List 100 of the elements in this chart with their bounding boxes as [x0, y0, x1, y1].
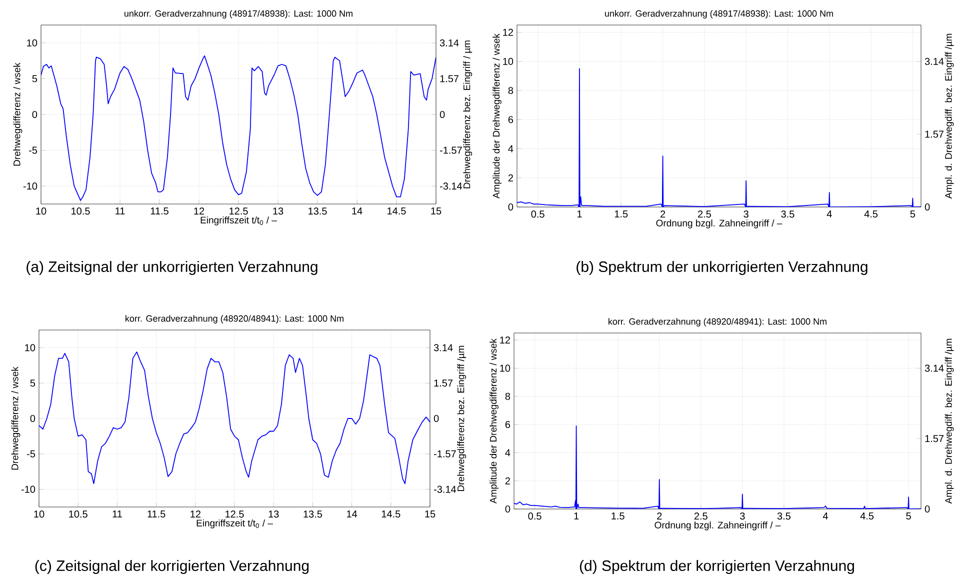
x-tick-label: 10.5: [69, 510, 88, 518]
x-tick-label: 12: [194, 208, 204, 215]
x-tick-label: 4: [822, 512, 828, 520]
x-tick-label: 2: [657, 512, 662, 520]
y-tick-label: 0: [32, 110, 38, 118]
y2-axis-title: Ampl. d. Drehwegdiff. bez. Eingriff /µm: [944, 34, 954, 199]
x-tick-label: 4: [826, 210, 832, 218]
y2-tick-label: 0: [440, 110, 445, 118]
x-tick-label: 0.5: [531, 210, 544, 218]
y-tick-label: -5: [29, 146, 38, 154]
y2-axis-title: Drehwegdifferenz bez. Eingriff /µm: [457, 346, 466, 491]
y-axis-title: Amplitude der Drehwegdifferenz / wsek: [490, 338, 498, 504]
x-axis-title: Eingriffszeit t/t$_{0}$ / –: [200, 216, 277, 226]
text: (c) Zeitsignal der korrigierten Verzahnung: [35, 560, 309, 574]
y2-tick-label: -3.14: [440, 182, 462, 190]
y-tick-label: -5: [27, 450, 36, 458]
y-tick-label: 4: [508, 145, 514, 152]
text: (b) Spektrum der unkorrigierten Verzahnung: [576, 261, 868, 275]
x-tick-label: 2.5: [698, 210, 711, 218]
y2-tick-label: 1.57: [434, 380, 453, 387]
y-tick-label: 10: [500, 364, 510, 372]
y-axis-title: Drehwegdifferenz / wsek: [13, 62, 22, 166]
y2-tick-label: -1.57: [440, 146, 462, 154]
y-tick-label: 4: [505, 449, 510, 456]
x-tick-label: 3: [740, 512, 745, 520]
x-tick-label: 15: [431, 208, 442, 215]
x-tick-label: 13: [273, 208, 284, 215]
x-tick-label: 12.5: [230, 208, 248, 215]
y2-axis-title: Drehwegdifferenz bez. Eingriff / µm: [463, 40, 472, 188]
y-tick-label: 2: [505, 477, 510, 484]
x-tick-label: 4.5: [864, 210, 878, 218]
y-tick-label: -10: [21, 486, 36, 493]
x-tick-label: 1.5: [614, 210, 628, 218]
y-tick-label: 2: [508, 174, 513, 182]
y-tick-label: -10: [23, 182, 38, 190]
y-tick-label: 6: [508, 116, 514, 124]
y2-tick-label: 3.14: [434, 344, 453, 352]
y2-tick-label: 3.14: [440, 39, 459, 46]
y-tick-label: 10: [503, 58, 514, 65]
x-tick-label: 14: [352, 208, 362, 214]
y-tick-label: 5: [30, 380, 36, 387]
y2-tick-label: 1.57: [440, 75, 459, 82]
x-tick-label: 1: [577, 210, 582, 218]
y2-tick-label: 3.14: [924, 364, 944, 372]
y2-tick-label: -3.14: [434, 486, 456, 493]
y-tick-label: 10: [25, 344, 36, 352]
x-tick-label: 13: [268, 510, 279, 518]
y-tick-label: 0: [30, 414, 36, 422]
y-tick-label: 8: [508, 86, 514, 94]
y-tick-label: 12: [500, 336, 510, 344]
y-tick-label: 8: [505, 392, 510, 400]
chart-title: unkorr. Geradverzahnung (48917/48938): Last: 1000 Nm: [605, 10, 833, 18]
line-series: [39, 351, 430, 484]
y2-tick-label: 1.57: [925, 435, 944, 442]
x-tick-label: 14.5: [382, 510, 400, 518]
x-axis-title: Ordnung bzgl. Zahneingriff / –: [654, 521, 781, 530]
x-tick-label: 12: [190, 510, 200, 518]
x-tick-label: 14: [347, 510, 358, 518]
x-tick-label: 15: [425, 510, 436, 518]
x-tick-label: 3.5: [777, 512, 790, 520]
x-axis-title: Ordnung bzgl. Zahneingriff / –: [656, 219, 782, 228]
x-tick-label: 5: [910, 210, 916, 218]
y-axis-title: Amplitude der Drehwegdifferenz / wsek: [492, 33, 502, 199]
y-tick-label: 10: [27, 39, 38, 46]
x-tick-label: 5: [906, 512, 911, 520]
x-tick-label: 1.5: [612, 512, 624, 520]
text: (a) Zeitsignal der unkorrigierten Verzahnung: [26, 261, 318, 275]
y-tick-label: 12: [503, 28, 513, 36]
x-tick-label: 13.5: [304, 510, 322, 518]
x-tick-label: 10.5: [72, 208, 90, 215]
y2-tick-label: 0: [924, 203, 930, 211]
x-tick-label: 3.5: [781, 210, 794, 218]
x-tick-label: 11.5: [148, 510, 166, 518]
y2-tick-label: 0: [434, 414, 439, 422]
x-tick-label: 4.5: [860, 512, 874, 520]
x-tick-label: 13.5: [308, 208, 327, 215]
y2-tick-label: -1.57: [434, 450, 456, 458]
text: (d) Spektrum der korrigierten Verzahnung: [580, 560, 854, 574]
x-tick-label: 1: [574, 512, 579, 520]
x-tick-label: 3: [744, 210, 748, 218]
x-tick-label: 11: [112, 510, 122, 518]
x-axis-title: Eingriffszeit t/t$_{0}$ / –: [196, 519, 273, 528]
x-tick-label: 11.5: [150, 208, 168, 215]
y2-tick-label: 3.14: [924, 58, 944, 65]
y-tick-label: 6: [505, 420, 510, 428]
chart-title: korr. Geradverzahnung (48920/48941): Last: 1000 Nm: [608, 318, 826, 326]
x-tick-label: 12.5: [226, 510, 244, 518]
y-tick-label: 0: [505, 505, 510, 513]
y-axis-title: Drehwegdifferenz / wsek: [11, 366, 20, 470]
y2-axis-title: Ampl. d. Drehwegdiff. bez. Eingriff /µm: [944, 338, 954, 504]
x-tick-label: 11: [116, 208, 125, 214]
y2-tick-label: 1.57: [925, 130, 944, 138]
x-tick-label: 2: [660, 210, 666, 218]
chart-title: korr. Geradverzahnung (48920/48941): Last: 1000 Nm: [126, 315, 344, 324]
y-tick-label: 5: [32, 75, 38, 82]
x-tick-label: 14.5: [388, 208, 406, 215]
chart-title: unkorr. Geradverzahnung (48917/48938): Last: 1000 Nm: [124, 10, 352, 18]
x-tick-label: 0.5: [528, 512, 542, 520]
y-tick-label: 0: [508, 203, 514, 211]
x-tick-label: 2.5: [694, 512, 708, 520]
